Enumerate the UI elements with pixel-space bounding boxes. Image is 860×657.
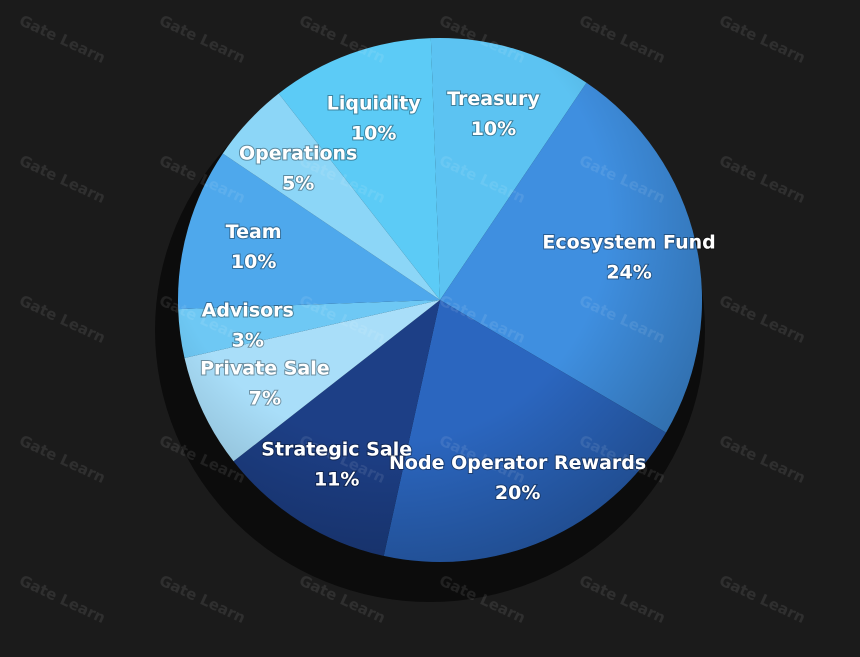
slice-value-label: 5% — [282, 172, 314, 194]
slice-value-label: 10% — [231, 251, 276, 273]
watermark: Gate Learn — [156, 11, 248, 67]
slice-label: Team — [226, 221, 282, 243]
slice-value-label: 10% — [471, 118, 516, 140]
watermark: Gate Learn — [716, 291, 808, 347]
watermark: Gate Learn — [716, 431, 808, 487]
watermark: Gate Learn — [16, 291, 108, 347]
watermark: Gate Learn — [16, 571, 108, 627]
slice-label: Treasury — [447, 88, 540, 110]
slice-label: Liquidity — [327, 92, 421, 114]
watermark: Gate Learn — [716, 151, 808, 207]
watermark: Gate Learn — [16, 151, 108, 207]
slice-label: Advisors — [202, 299, 294, 321]
labels: Treasury 10% Ecosystem Fund 24% Node Operato… — [199, 87, 717, 505]
watermark: Gate Learn — [716, 11, 808, 67]
watermark: Gate Learn — [716, 571, 808, 627]
slice-value-label: 7% — [249, 388, 281, 410]
slice-value-label: 3% — [232, 329, 264, 351]
slice-value-label: 24% — [606, 262, 651, 284]
watermark: Gate Learn — [156, 571, 248, 627]
slice-label: Operations — [239, 142, 357, 164]
watermark: Gate Learn — [16, 11, 108, 67]
watermark: Gate Learn — [576, 571, 668, 627]
slice-value-label: 20% — [495, 482, 540, 504]
slice-label: Strategic Sale — [261, 439, 412, 461]
watermark: Gate Learn — [16, 431, 108, 487]
watermark: Gate Learn — [576, 11, 668, 67]
slice-value-label: 10% — [351, 122, 396, 144]
slice-label: Ecosystem Fund — [542, 232, 715, 254]
slice-value-label: 11% — [314, 469, 359, 491]
slice-label: Node Operator Rewards — [389, 452, 646, 474]
slice-label: Private Sale — [200, 358, 330, 380]
